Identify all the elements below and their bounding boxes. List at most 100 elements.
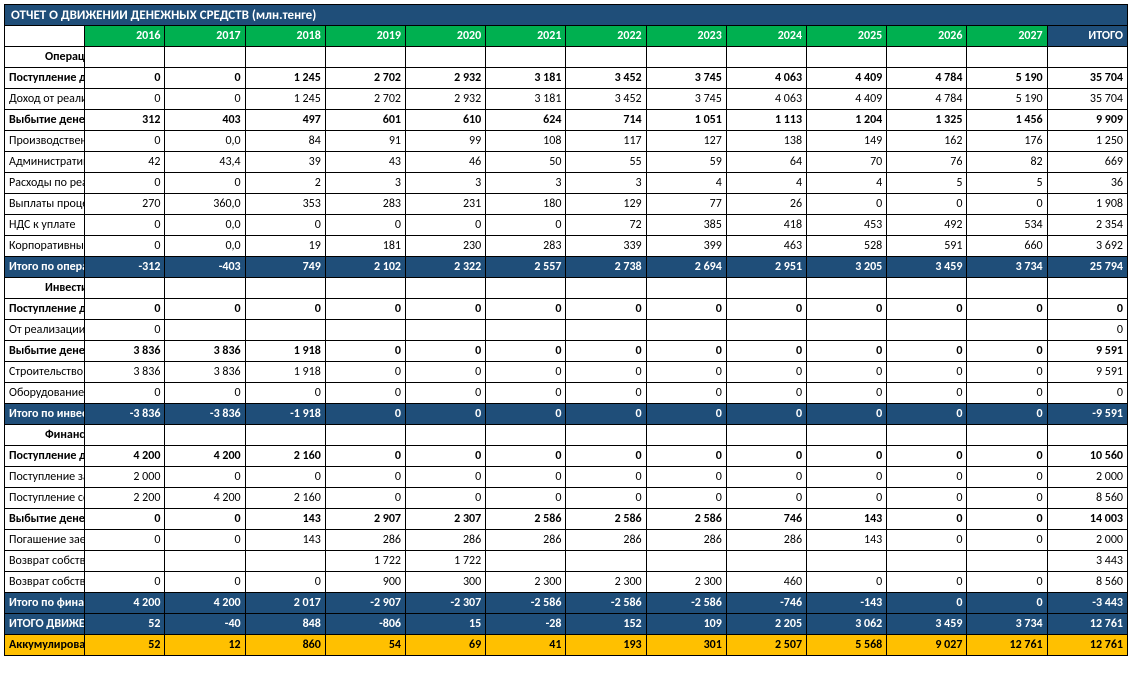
row-label: Аккумулированный денежный поток — [5, 635, 85, 656]
table-row: Возврат собственных вложений0009003002 3… — [5, 572, 1128, 593]
cell: -1 918 — [245, 404, 325, 425]
cell: 1 456 — [967, 110, 1047, 131]
cell: 0 — [807, 383, 887, 404]
row-total: 1 250 — [1047, 131, 1127, 152]
cell: 2 322 — [406, 257, 486, 278]
cell: 0 — [406, 467, 486, 488]
cell: 3 459 — [887, 257, 967, 278]
cell: 5 568 — [807, 635, 887, 656]
cell: 0 — [566, 488, 646, 509]
row-label: Поступление денежных средств — [5, 446, 85, 467]
cell: 76 — [887, 152, 967, 173]
cell: 26 — [726, 194, 806, 215]
cell: 0 — [807, 467, 887, 488]
cell: 70 — [807, 152, 887, 173]
cell: 0 — [967, 467, 1047, 488]
row-label: ИТОГО ДВИЖЕНИЕ ДЕНЕГ — [5, 614, 85, 635]
cell: 0 — [245, 572, 325, 593]
cell — [887, 320, 967, 341]
cell: -746 — [726, 593, 806, 614]
cell: 2 932 — [406, 89, 486, 110]
cell: 231 — [406, 194, 486, 215]
year-2026: 2026 — [887, 26, 967, 47]
cell: 127 — [646, 131, 726, 152]
cell: 3 836 — [165, 341, 245, 362]
cell: 534 — [967, 215, 1047, 236]
cell: 0 — [85, 383, 165, 404]
year-2027: 2027 — [967, 26, 1047, 47]
cell: 46 — [406, 152, 486, 173]
cell — [165, 320, 245, 341]
cell: 860 — [245, 635, 325, 656]
cell: 0 — [967, 341, 1047, 362]
cell: 0 — [566, 404, 646, 425]
row-total: 12 761 — [1047, 635, 1127, 656]
cell — [245, 551, 325, 572]
table-row: Выплаты процентов по займу270360,0353283… — [5, 194, 1128, 215]
cell: -28 — [486, 614, 566, 635]
cell: 3 836 — [165, 362, 245, 383]
cell: 0 — [726, 299, 806, 320]
year-2024: 2024 — [726, 26, 806, 47]
year-2019: 2019 — [325, 26, 405, 47]
cell: 714 — [566, 110, 646, 131]
row-label: Итого по финансовой деятельности — [5, 593, 85, 614]
cell: 0 — [165, 173, 245, 194]
cell: 0 — [887, 341, 967, 362]
cell: 492 — [887, 215, 967, 236]
cell: 0 — [85, 299, 165, 320]
cell: 3 181 — [486, 89, 566, 110]
cell: 0 — [165, 299, 245, 320]
cell: 286 — [406, 530, 486, 551]
cell: 176 — [967, 131, 1047, 152]
cell: 64 — [726, 152, 806, 173]
cell: 283 — [325, 194, 405, 215]
cell: 149 — [807, 131, 887, 152]
cell: 0 — [887, 299, 967, 320]
cell: 0 — [967, 530, 1047, 551]
cell: 0 — [807, 404, 887, 425]
cell: 0 — [887, 404, 967, 425]
section-label: Финансовая деятельность — [5, 425, 85, 446]
cell: 0 — [646, 299, 726, 320]
cell: 0 — [406, 488, 486, 509]
cell: 286 — [726, 530, 806, 551]
cell: 0 — [486, 299, 566, 320]
cell — [566, 320, 646, 341]
cell: 0 — [887, 446, 967, 467]
cell: 385 — [646, 215, 726, 236]
cell: 0 — [566, 383, 646, 404]
cell: 399 — [646, 236, 726, 257]
cell: 0 — [85, 215, 165, 236]
table-row: Поступление денежных средств000000000000… — [5, 299, 1128, 320]
year-2017: 2017 — [165, 26, 245, 47]
row-total: 2 354 — [1047, 215, 1127, 236]
cell: 19 — [245, 236, 325, 257]
cell: 3 452 — [566, 89, 646, 110]
cell: -2 586 — [486, 593, 566, 614]
cell: 0 — [406, 383, 486, 404]
cell: 2 300 — [646, 572, 726, 593]
cell: 0 — [887, 509, 967, 530]
row-total: 0 — [1047, 299, 1127, 320]
cell: 72 — [566, 215, 646, 236]
cell: -2 586 — [646, 593, 726, 614]
cell: 9 027 — [887, 635, 967, 656]
cell: 4 — [726, 173, 806, 194]
cell: 2 307 — [406, 509, 486, 530]
cell: 2 017 — [245, 593, 325, 614]
cell: -312 — [85, 257, 165, 278]
cell: 0 — [726, 467, 806, 488]
cell: 286 — [486, 530, 566, 551]
cell: 0 — [887, 488, 967, 509]
cell: 2 738 — [566, 257, 646, 278]
cell: 0 — [325, 488, 405, 509]
cell: 0 — [325, 362, 405, 383]
cell: 0 — [807, 362, 887, 383]
cell: 152 — [566, 614, 646, 635]
cell: 0 — [85, 68, 165, 89]
cell: 1 051 — [646, 110, 726, 131]
cell — [325, 320, 405, 341]
cell: 0 — [967, 488, 1047, 509]
cell: 0 — [325, 446, 405, 467]
